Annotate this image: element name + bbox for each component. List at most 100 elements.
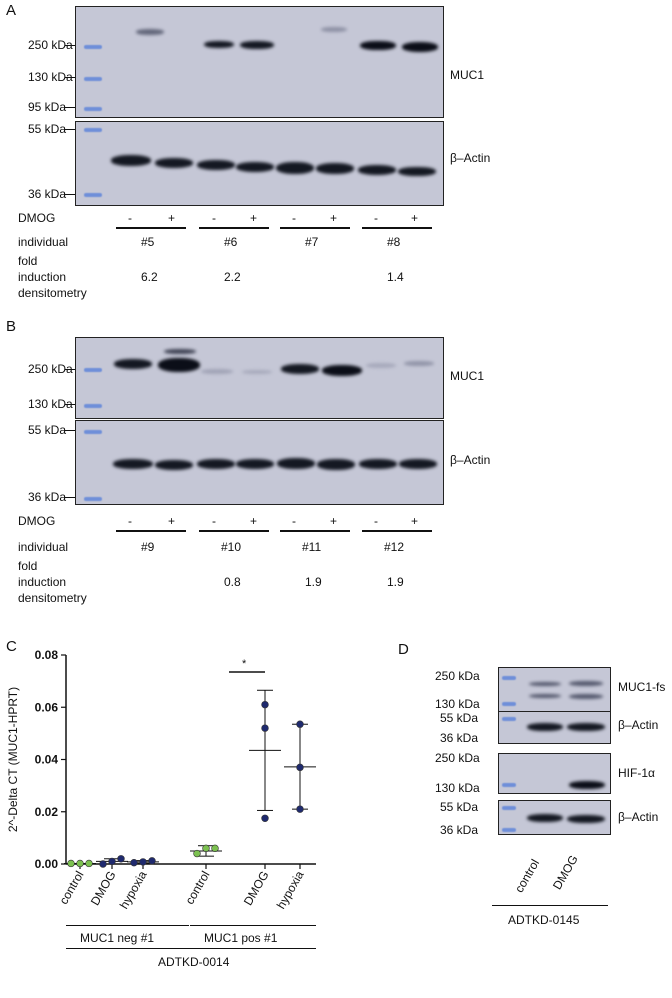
label-actin-b: β–Actin [450,453,491,467]
sign-a-8: + [411,211,419,225]
dmog-label-b: DMOG [18,514,56,528]
individual-a-2: #6 [224,235,238,249]
y-tick-label: 0.00 [35,857,59,871]
fold-label-b-2: induction [18,575,67,589]
mw-55-d2: 55 kDa [440,711,479,725]
data-point [193,849,201,858]
mw-36-d4: 36 kDa [440,823,479,837]
fold-value-b-4: 1.9 [387,575,404,589]
x-tick-label: DMOG [241,869,272,908]
individual-b-2: #10 [221,540,242,554]
blot-b-actin [75,420,444,505]
individual-b-4: #12 [384,540,405,554]
fold-label-b-3: densitometry [18,591,87,605]
sign-a-4: + [250,211,258,225]
sign-a-1: - [128,211,132,225]
group-label-neg: MUC1 neg #1 [80,931,155,945]
sign-a-2: + [168,211,176,225]
blot-d-actin1 [498,711,611,744]
sign-b-3: - [212,514,216,528]
blot-a-muc1 [75,6,444,118]
mw-130-d3: 130 kDa [435,781,480,795]
panel-b-letter: B [6,318,17,335]
x-tick-label: DMOG [88,869,119,908]
label-muc1-a: MUC1 [450,68,485,82]
data-point [148,857,156,865]
fold-value-b-3: 1.9 [305,575,322,589]
chart-c: 0.00 0.02 0.04 0.06 0.08 2^-Delta CT (MUC1-HP… [6,648,316,911]
x-tick-label: hypoxia [117,868,150,911]
data-point [296,720,304,728]
lane-dmog-d: DMOG [550,852,581,892]
fold-label-b-1: fold [18,559,38,573]
individual-label-b: individual [18,540,69,554]
fold-value-a-4: 1.4 [387,270,404,284]
sign-a-7: - [374,211,378,225]
x-tick-label: control [182,869,212,907]
mw-95-a: 95 kDa [28,100,67,114]
data-point [108,857,116,866]
mw-36-a: 36 kDa [28,187,67,201]
individual-a-3: #7 [305,235,319,249]
y-tick-label: 0.06 [35,700,59,714]
data-point [296,763,304,772]
data-point [296,805,304,813]
data-point [85,859,93,868]
mw-55-b: 55 kDa [28,423,67,437]
panel-c-letter: C [6,638,17,655]
fold-value-a-2: 2.2 [224,270,241,284]
cell-line-d: ADTKD-0145 [508,913,580,927]
mw-36-d2: 36 kDa [440,731,479,745]
individual-label-a: individual [18,235,69,249]
data-point [99,860,107,868]
label-muc1fs-d: MUC1-fs [618,680,666,694]
fold-label-a-2: induction [18,270,67,284]
mw-250-b: 250 kDa [28,362,73,376]
sign-a-5: - [292,211,296,225]
label-actin-a: β–Actin [450,151,491,165]
y-tick-label: 0.08 [35,648,59,662]
label-actin-d1: β–Actin [618,718,659,732]
individual-b-1: #9 [141,540,155,554]
label-muc1-b: MUC1 [450,369,485,383]
sign-b-6: + [330,514,338,528]
sign-b-1: - [128,514,132,528]
fold-value-b-2: 0.8 [224,575,241,589]
panel-a-letter: A [6,2,17,19]
panel-d-letter: D [398,641,409,658]
blot-d-muc1fs [498,667,611,712]
blot-d-actin2 [498,800,611,835]
mw-130-a: 130 kDa [28,70,73,84]
individual-a-1: #5 [141,235,155,249]
y-tick-label: 0.04 [35,753,59,767]
mw-250-a: 250 kDa [28,38,73,52]
data-point [261,724,269,732]
data-point [117,855,125,863]
sign-b-8: + [411,514,419,528]
fold-label-a-3: densitometry [18,286,87,300]
mw-130-b: 130 kDa [28,397,73,411]
sign-b-7: - [374,514,378,528]
blot-d-hif1a [498,753,611,794]
dmog-label-a: DMOG [18,211,56,225]
cell-line-c: ADTKD-0014 [158,955,230,969]
sign-b-4: + [250,514,258,528]
data-point [76,859,84,868]
mw-55-a: 55 kDa [28,122,67,136]
y-tick-label: 0.02 [35,805,59,819]
fold-value-a-1: 6.2 [141,270,158,284]
sign-a-3: - [212,211,216,225]
label-hif1a-d: HIF-1α [618,766,655,780]
data-point [202,844,210,853]
individual-b-3: #11 [302,540,322,554]
mw-250-d3: 250 kDa [435,751,480,765]
fold-label-a-1: fold [18,254,38,268]
sign-b-5: - [292,514,296,528]
x-tick-label: control [56,869,86,907]
mw-36-b: 36 kDa [28,490,67,504]
label-actin-d2: β–Actin [618,810,659,824]
significance-star: * [242,658,247,670]
x-tick-label: hypoxia [274,868,307,911]
data-point [130,858,138,867]
individual-a-4: #8 [387,235,401,249]
